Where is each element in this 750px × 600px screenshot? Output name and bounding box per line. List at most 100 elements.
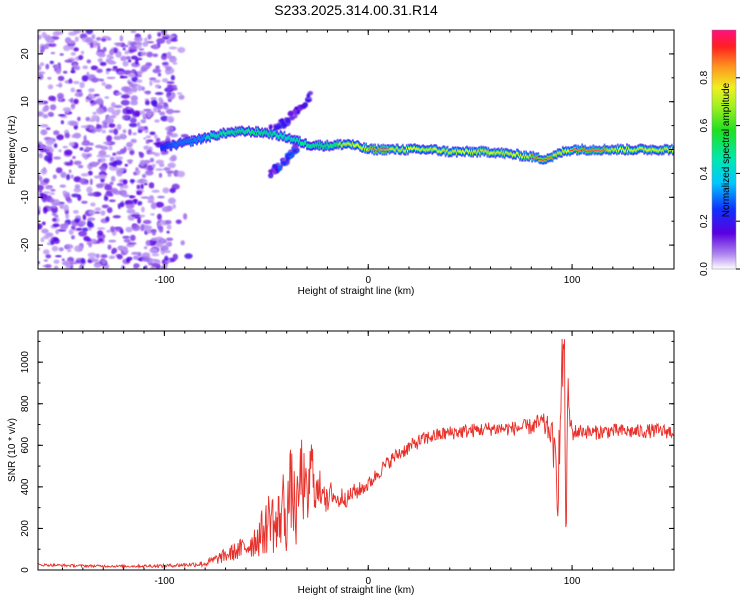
noise-blob — [38, 184, 44, 191]
ridge-cell — [289, 138, 292, 142]
ridge-cell — [348, 142, 351, 146]
ridge-cell — [610, 147, 613, 151]
noise-blob — [137, 217, 142, 224]
noise-blob — [116, 182, 125, 187]
noise-blob — [145, 170, 154, 176]
noise-blob — [106, 229, 111, 233]
noise-blob — [161, 62, 169, 65]
noise-blob — [55, 255, 62, 258]
noise-blob — [89, 178, 93, 186]
ridge-cell — [209, 136, 211, 141]
ridge-cell — [314, 144, 316, 148]
ridge-cell — [360, 146, 362, 149]
noise-blob — [152, 44, 160, 50]
ridge-cell — [622, 147, 624, 150]
branch-blob — [268, 170, 274, 173]
noise-blob — [80, 125, 89, 129]
noise-blob — [45, 264, 52, 269]
ridge-cell — [515, 154, 517, 157]
ridge-cell — [461, 151, 463, 154]
noise-blob — [154, 119, 160, 123]
ridge-cell — [169, 144, 172, 150]
ridge-cell — [620, 147, 622, 150]
spectrogram-x-axis-label: Height of straight line (km) — [298, 286, 415, 297]
ridge-cell — [441, 149, 444, 152]
ridge-cell — [312, 143, 314, 148]
ridge-cell — [469, 149, 471, 152]
ridge-cell — [340, 144, 343, 148]
noise-blob — [53, 156, 62, 160]
ridge-cell — [192, 136, 195, 142]
ridge-cell — [454, 149, 457, 152]
x-tick-label: -100 — [154, 576, 174, 587]
noise-blob — [122, 235, 130, 239]
noise-blob — [167, 162, 176, 169]
ridge-cell — [212, 133, 215, 138]
ridge-cell — [473, 150, 475, 153]
noise-blob — [127, 107, 132, 110]
noise-blob — [162, 53, 168, 57]
noise-blob — [47, 152, 53, 158]
ridge-cell — [447, 152, 450, 155]
ridge-cell — [386, 148, 389, 150]
ridge-cell — [187, 138, 190, 144]
noise-blob — [52, 204, 57, 209]
ridge-cell — [165, 142, 168, 148]
ridge-cell — [349, 143, 352, 146]
ridge-cell — [609, 149, 612, 153]
ridge-cell — [545, 158, 548, 161]
ridge-cell — [239, 130, 242, 134]
ridge-cell — [345, 143, 348, 146]
ridge-cell — [450, 151, 453, 154]
y-tick-label: 600 — [20, 437, 31, 454]
ridge-cell — [614, 148, 617, 151]
noise-blob — [131, 224, 141, 231]
noise-blob — [70, 97, 74, 104]
noise-blob — [53, 259, 60, 264]
ridge-cell — [352, 144, 355, 147]
noise-blob — [79, 147, 84, 151]
noise-blob — [114, 156, 124, 161]
noise-blob — [130, 41, 135, 47]
noise-blob — [49, 198, 55, 204]
ridge-cell — [258, 130, 260, 134]
noise-blob — [144, 265, 148, 269]
ridge-cell — [619, 147, 621, 151]
noise-blob — [48, 43, 57, 47]
ridge-cell — [487, 150, 490, 153]
ridge-cell — [563, 150, 566, 153]
ridge-cell — [564, 149, 567, 152]
noise-blob — [100, 157, 106, 163]
ridge-cell — [323, 145, 326, 150]
ridge-cell — [410, 146, 412, 149]
noise-blob — [71, 193, 80, 198]
noise-blob — [71, 66, 75, 74]
ridge-cell — [319, 142, 322, 146]
ridge-cell — [405, 147, 408, 150]
noise-blob — [113, 226, 122, 230]
ridge-cell — [464, 151, 466, 154]
noise-blob — [69, 45, 74, 50]
ridge-cell — [411, 147, 413, 150]
noise-blob — [160, 99, 164, 104]
ridge-cell — [377, 147, 380, 149]
ridge-cell — [653, 149, 656, 152]
ridge-cell — [276, 133, 279, 137]
noise-blob — [105, 190, 113, 197]
noise-blob — [99, 61, 107, 66]
ridge-cell — [400, 148, 403, 151]
ridge-cell — [493, 150, 496, 153]
ridge-cell — [408, 147, 410, 150]
noise-blob — [151, 229, 157, 236]
ridge-cell — [392, 147, 395, 150]
noise-blob — [101, 124, 109, 129]
ridge-cell — [536, 157, 539, 159]
ridge-cell — [442, 148, 445, 151]
ridge-cell — [397, 149, 400, 152]
ridge-cell — [501, 152, 504, 156]
noise-blob — [143, 137, 147, 140]
noise-blob — [38, 71, 46, 75]
noise-blob — [86, 186, 93, 194]
noise-blob — [106, 37, 112, 41]
noise-blob — [137, 84, 142, 92]
